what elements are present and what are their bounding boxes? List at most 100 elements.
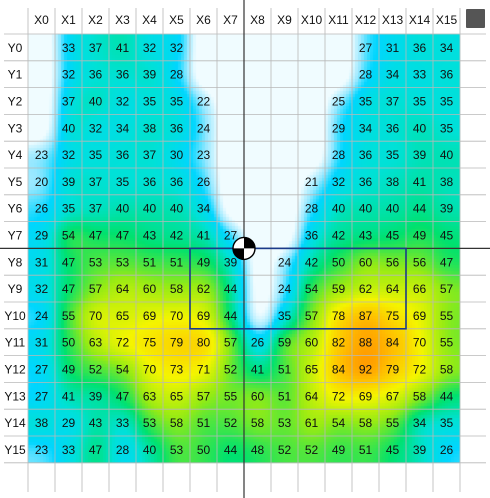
cell-value: 47 [89,443,103,457]
cell-value: 33 [116,416,130,430]
row-header-y13: Y13 [4,389,26,403]
cell-value: 32 [62,68,76,82]
cell-value: 33 [413,68,427,82]
column-headers: X0 X1 X2 X3 X4 X5 X6 X7 X8 X9 X10 X11 X12 X13 X14 X15 [34,13,457,27]
cell-value: 40 [413,121,427,135]
cell-value: 24 [197,121,211,135]
cell-value: 34 [116,121,130,135]
cell-value: 69 [413,309,427,323]
cell-value: 42 [305,255,319,269]
row-header-y10: Y10 [4,309,26,323]
column-header-x6: X6 [196,13,211,27]
cell-value: 55 [224,389,238,403]
cell-value: 32 [89,121,103,135]
column-header-x8: X8 [250,13,265,27]
row-header-y11: Y11 [5,336,26,350]
cell-value: 63 [89,336,103,350]
cell-value: 50 [332,255,346,269]
cell-value: 45 [386,443,400,457]
cell-value: 29 [35,229,49,243]
cell-value: 80 [197,336,211,350]
cell-value: 35 [89,148,103,162]
cell-value: 56 [413,255,427,269]
cell-value: 35 [440,416,454,430]
cell-value: 28 [305,202,319,216]
cell-value: 34 [440,41,454,55]
cell-value: 41 [62,389,76,403]
cell-value: 44 [224,282,238,296]
cell-value: 58 [170,416,184,430]
column-header-x10: X10 [301,13,323,27]
cell-value: 43 [359,229,373,243]
column-header-x14: X14 [409,13,431,27]
cell-value: 52 [224,416,238,430]
cell-value: 52 [278,443,292,457]
row-headers: Y0 Y1 Y2 Y3 Y4 Y5 Y6 Y7 Y8 Y9 Y10 Y11 Y12 Y13 Y14 Y15 [4,41,26,457]
cell-value: 36 [116,148,130,162]
cell-value: 51 [278,389,292,403]
cell-value: 57 [305,309,319,323]
cell-value: 47 [89,229,103,243]
cell-value: 27 [224,229,238,243]
row-header-y2: Y2 [8,95,23,109]
cell-value: 79 [386,363,400,377]
cell-value: 61 [305,416,319,430]
cell-value: 34 [386,68,400,82]
cell-value: 37 [143,148,157,162]
cell-value: 50 [197,443,211,457]
row-header-y7: Y7 [8,229,23,243]
cell-value: 53 [143,416,157,430]
selection-rectangle[interactable] [189,247,407,330]
cell-value: 53 [170,443,184,457]
target-marker-icon[interactable] [232,236,256,261]
cell-value: 25 [332,95,346,109]
cell-value: 29 [62,416,76,430]
cell-value: 36 [386,121,400,135]
cell-value: 40 [386,202,400,216]
cell-value: 57 [89,282,103,296]
cell-value: 39 [224,255,238,269]
cell-value: 38 [143,121,157,135]
cell-value: 29 [332,121,346,135]
cell-value: 60 [359,255,373,269]
cell-value: 57 [440,282,454,296]
cell-value: 72 [413,363,427,377]
cell-value: 35 [413,95,427,109]
cell-value: 21 [305,175,319,189]
cell-value: 27 [35,363,49,377]
cell-value: 44 [440,389,454,403]
cell-value: 36 [170,121,184,135]
cell-value: 53 [116,255,130,269]
cell-value: 28 [170,68,184,82]
cell-value: 84 [386,336,400,350]
cell-value: 69 [197,309,211,323]
cell-value: 49 [413,229,427,243]
cell-value: 40 [332,202,346,216]
cell-value: 56 [386,255,400,269]
cell-value: 35 [386,148,400,162]
cell-value: 64 [305,389,319,403]
column-header-x0: X0 [34,13,49,27]
cell-value: 55 [440,309,454,323]
cell-value: 45 [386,229,400,243]
cell-value: 51 [143,255,157,269]
cell-value: 88 [359,336,373,350]
cell-value: 39 [413,443,427,457]
cell-value: 72 [332,389,346,403]
cell-value: 39 [89,389,103,403]
cell-value: 60 [305,336,319,350]
square-button-icon[interactable] [466,9,485,28]
cell-value: 70 [89,309,103,323]
cell-value: 59 [278,336,292,350]
cell-value: 26 [251,336,265,350]
cell-value: 37 [89,41,103,55]
cell-value: 36 [359,148,373,162]
cell-value: 64 [386,282,400,296]
cell-value: 27 [35,389,49,403]
cell-value: 35 [143,95,157,109]
cell-value: 34 [197,202,211,216]
row-header-y9: Y9 [8,282,23,296]
cell-value: 49 [197,255,211,269]
